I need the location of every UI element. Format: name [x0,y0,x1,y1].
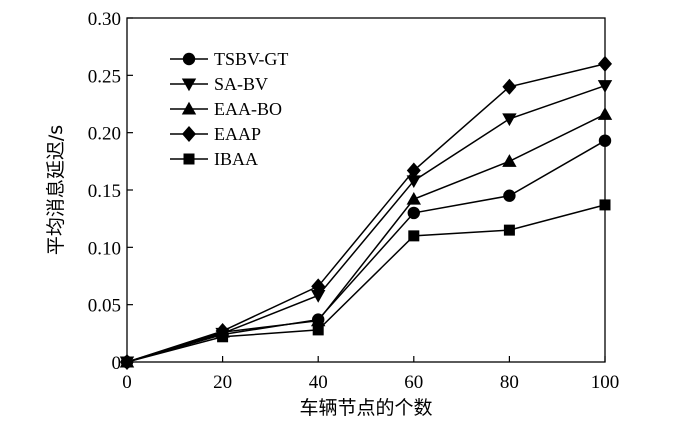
legend-label: EAAP [214,124,261,144]
legend-label: TSBV-GT [214,49,288,69]
x-tick-label: 60 [404,372,423,393]
plot-border [126,17,606,363]
data-point [599,199,611,211]
legend-item: TSBV-GT [170,49,288,69]
data-point [121,356,133,368]
plot-frame [126,17,606,363]
y-tick-label: 0.30 [88,9,121,30]
data-point [598,55,612,72]
x-tick-label: 100 [591,372,620,393]
x-axis-title: 车辆节点的个数 [299,397,432,419]
data-point [503,189,516,202]
y-tick-label: 0.15 [88,181,121,202]
legend-item: IBAA [170,149,258,169]
data-point [406,175,421,189]
data-point [502,78,517,95]
data-point [597,80,613,93]
x-axis: 0 20 40 60 80 100 [122,356,619,393]
legend-marker [183,153,195,165]
y-axis: 0 0.05 0.10 0.15 0.20 0.25 0.30 [88,9,133,374]
data-point [598,134,612,147]
series-line [126,140,606,363]
data-point [311,289,326,303]
legend-marker [181,101,197,115]
data-point [502,154,517,167]
series-line [126,113,606,363]
legend-item: EAAP [170,124,261,144]
y-tick-label: 0 [112,353,122,374]
series-line [126,84,606,363]
x-tick-label: 20 [213,372,232,393]
data-point [217,331,229,343]
legend-marker [181,78,197,92]
data-point [311,313,326,327]
y-axis-title: 平均消息延迟/s [45,125,67,255]
x-tick-label: 80 [500,372,519,393]
series-ibaa [121,199,611,368]
data-point [503,224,515,236]
legend-label: IBAA [214,149,258,169]
legend-label: SA-BV [214,74,268,94]
series-layer [119,55,613,370]
x-tick-label: 0 [122,372,132,393]
data-point [311,278,326,295]
series-sa-bv [119,80,613,370]
legend-label: EAA-BO [214,99,282,119]
x-tick-label: 40 [309,372,328,393]
data-point [407,206,420,220]
series-eaap [120,55,612,370]
data-point [312,324,324,336]
data-point [406,191,421,205]
data-point [406,162,421,179]
y-tick-label: 0.20 [88,124,121,145]
series-line [126,63,606,363]
series-line [126,204,606,363]
data-point [502,113,517,127]
legend: TSBV-GT SA-BV EAA-BO EAAP IBAA [170,49,288,169]
legend-marker [182,126,196,142]
legend-item: SA-BV [170,74,268,94]
y-tick-label: 0.10 [88,238,121,259]
data-point [597,107,613,120]
data-point [408,230,420,242]
legend-item: EAA-BO [170,99,282,119]
y-tick-label: 0.05 [88,296,121,317]
y-tick-label: 0.25 [88,66,121,87]
legend-marker [182,52,196,66]
series-tsbv-gt [120,134,612,369]
